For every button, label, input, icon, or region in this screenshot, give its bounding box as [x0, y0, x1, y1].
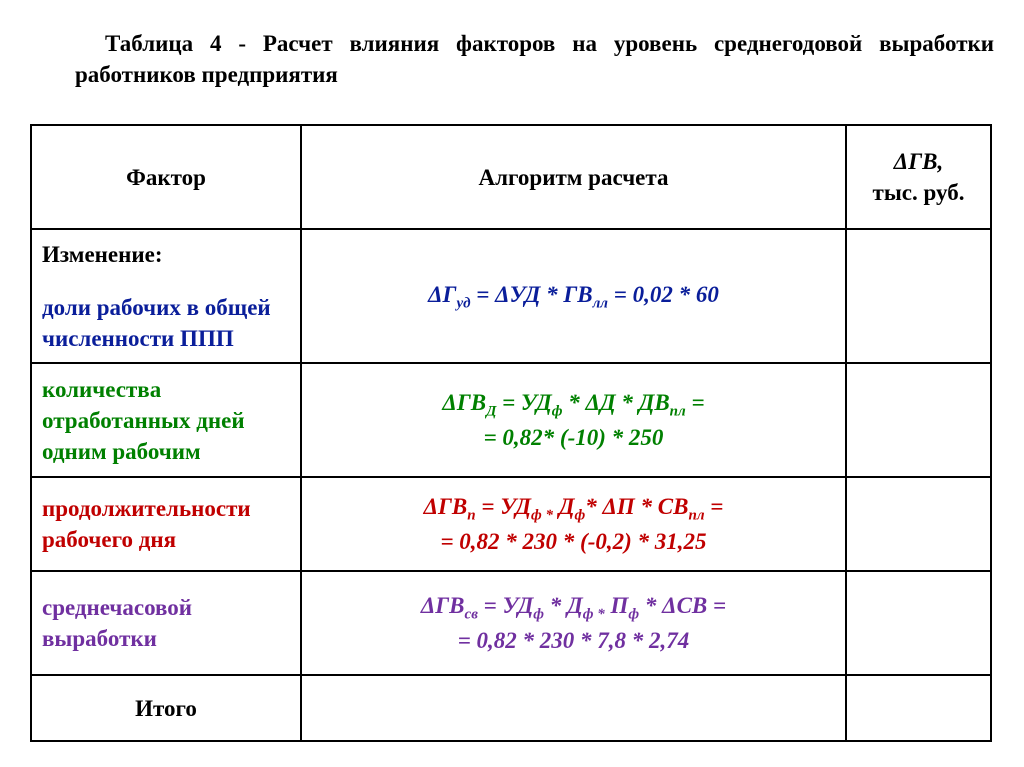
factor-cell-4: среднечасовой выработки: [31, 571, 301, 675]
header-delta-sym: ΔГВ,: [894, 149, 943, 174]
value-cell-3: [846, 477, 991, 571]
header-delta: ΔГВ, тыс. руб.: [846, 125, 991, 229]
factor-cell-1: Изменение: доли рабочих в общей численно…: [31, 229, 301, 363]
factor-cell-2: количества отработанных дней одним рабоч…: [31, 363, 301, 477]
factor-lead: Изменение:: [42, 239, 290, 270]
value-cell-1: [846, 229, 991, 363]
algo-cell-total: [301, 675, 846, 741]
header-delta-unit: тыс. руб.: [873, 180, 965, 205]
factor-text-1: доли рабочих в общей численности ППП: [42, 295, 271, 351]
table-row-total: Итого: [31, 675, 991, 741]
value-cell-4: [846, 571, 991, 675]
algo-cell-4: ΔГВсв = УДф * Дф * Пф * ΔСВ == 0,82 * 23…: [301, 571, 846, 675]
factor-cell-3: продолжительности рабочего дня: [31, 477, 301, 571]
table-row: продолжительности рабочего дня ΔГВп = УД…: [31, 477, 991, 571]
algo-cell-1: ΔГуд = ΔУД * ГВлл = 0,02 * 60: [301, 229, 846, 363]
factor-table: Фактор Алгоритм расчета ΔГВ, тыс. руб. И…: [30, 124, 992, 742]
table-row: количества отработанных дней одним рабоч…: [31, 363, 991, 477]
table-row: Изменение: доли рабочих в общей численно…: [31, 229, 991, 363]
table-row: среднечасовой выработки ΔГВсв = УДф * Дф…: [31, 571, 991, 675]
algo-cell-3: ΔГВп = УДф * Дф* ΔП * СВпл == 0,82 * 230…: [301, 477, 846, 571]
table-caption: Таблица 4 - Расчет влияния факторов на у…: [30, 28, 994, 90]
value-cell-total: [846, 675, 991, 741]
table-header-row: Фактор Алгоритм расчета ΔГВ, тыс. руб.: [31, 125, 991, 229]
algo-cell-2: ΔГВД = УДф * ΔД * ДВпл == 0,82* (-10) * …: [301, 363, 846, 477]
factor-cell-total: Итого: [31, 675, 301, 741]
header-algo: Алгоритм расчета: [301, 125, 846, 229]
header-factor: Фактор: [31, 125, 301, 229]
value-cell-2: [846, 363, 991, 477]
